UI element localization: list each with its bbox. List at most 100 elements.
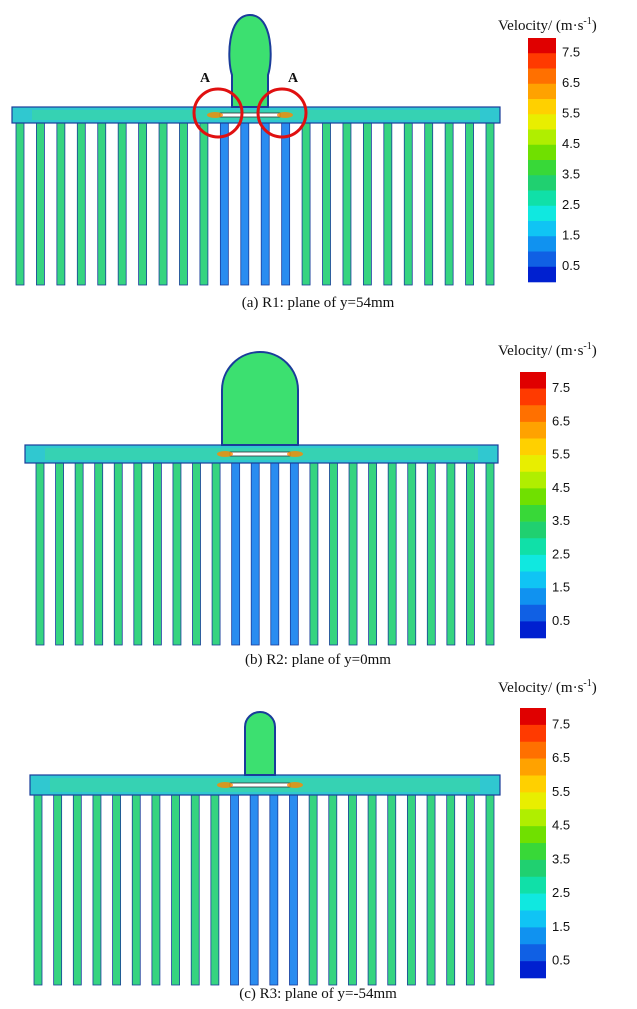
- tube: [98, 123, 106, 285]
- legend-band: [520, 621, 546, 638]
- legend-band: [528, 114, 556, 130]
- tube: [329, 795, 337, 985]
- legend-tick-label: 0.5: [552, 953, 570, 968]
- tube: [486, 123, 494, 285]
- jet-hotspot: [287, 451, 303, 457]
- legend-band: [528, 221, 556, 237]
- jet-plate: [230, 783, 290, 787]
- legend-band: [528, 191, 556, 207]
- tube: [113, 795, 121, 985]
- legend-tick-label: 6.5: [562, 75, 580, 90]
- legend-band: [528, 160, 556, 176]
- legend-band: [520, 472, 546, 489]
- legend-band: [520, 927, 546, 944]
- jet-hotspot: [287, 782, 303, 788]
- tube: [384, 123, 392, 285]
- jet-plate: [220, 113, 280, 117]
- legend-tick-label: 7.5: [562, 45, 580, 60]
- tube: [200, 123, 208, 285]
- legend-band: [520, 725, 546, 742]
- tube: [36, 463, 44, 645]
- legend-band: [520, 860, 546, 877]
- tube: [310, 463, 318, 645]
- legend-title-sup: -1: [583, 16, 591, 27]
- annotation: A: [288, 71, 299, 86]
- tube: [466, 795, 474, 985]
- tube: [466, 123, 474, 285]
- legend-title-text: Velocity/ (m·s: [498, 343, 584, 359]
- legend-band: [520, 961, 546, 978]
- legend-tick-label: 3.5: [552, 851, 570, 866]
- tube: [329, 463, 337, 645]
- legend-tick-label: 3.5: [562, 167, 580, 182]
- tube: [118, 123, 126, 285]
- legend-title-sup: -1: [583, 341, 591, 352]
- tube: [447, 463, 455, 645]
- tube: [36, 123, 44, 285]
- legend-band: [528, 38, 556, 54]
- legend-tick-label: 2.5: [562, 197, 580, 212]
- legend-band: [520, 911, 546, 928]
- legend-tick-label: 1.5: [552, 919, 570, 934]
- tube: [241, 123, 249, 285]
- tube: [323, 123, 331, 285]
- legend-title-text: Velocity/ (m·s: [498, 18, 584, 34]
- legend-band: [528, 69, 556, 85]
- tube: [77, 123, 85, 285]
- caption: (a) R1: plane of y=54mm: [242, 295, 395, 311]
- tube: [447, 795, 455, 985]
- legend-band: [520, 759, 546, 776]
- legend-band: [520, 809, 546, 826]
- jet-hotspot: [217, 782, 233, 788]
- legend-band: [520, 944, 546, 961]
- legend-band: [520, 372, 546, 389]
- tube: [466, 463, 474, 645]
- legend-tick-label: 4.5: [552, 480, 570, 495]
- tube: [232, 463, 240, 645]
- tube: [95, 463, 103, 645]
- legend-tick-label: 4.5: [562, 136, 580, 151]
- legend-tick-label: 6.5: [552, 750, 570, 765]
- legend-band: [520, 588, 546, 605]
- legend-tick-label: 5.5: [562, 106, 580, 121]
- legend-tick-label: 6.5: [552, 413, 570, 428]
- legend-tick-label: 2.5: [552, 885, 570, 900]
- tube: [191, 795, 199, 985]
- legend-band: [520, 538, 546, 555]
- legend-band: [528, 53, 556, 69]
- tube: [231, 795, 239, 985]
- legend-band: [520, 877, 546, 894]
- legend-tick-label: 7.5: [552, 716, 570, 731]
- legend-band: [520, 439, 546, 456]
- tube: [343, 123, 351, 285]
- caption: (c) R3: plane of y=-54mm: [239, 986, 397, 1002]
- tube: [302, 123, 310, 285]
- legend-band: [520, 708, 546, 725]
- legend-band: [520, 792, 546, 809]
- legend-band: [520, 455, 546, 472]
- legend-title: Velocity/ (m·s-1): [498, 678, 597, 696]
- annotation: A: [200, 71, 211, 86]
- tube: [445, 123, 453, 285]
- legend-band: [528, 175, 556, 191]
- tube: [211, 795, 219, 985]
- legend-band: [520, 405, 546, 422]
- inlet-dome: [229, 15, 270, 107]
- tube: [261, 123, 269, 285]
- tube: [172, 795, 180, 985]
- legend-band: [520, 422, 546, 439]
- tube: [368, 795, 376, 985]
- tube: [73, 795, 81, 985]
- tube: [404, 123, 412, 285]
- legend-band: [528, 84, 556, 100]
- tube: [251, 463, 259, 645]
- jet-hotspot: [207, 112, 223, 118]
- tube: [486, 795, 494, 985]
- tube: [173, 463, 181, 645]
- legend-title-end: ): [592, 680, 597, 696]
- legend-band: [520, 742, 546, 759]
- tube: [159, 123, 167, 285]
- tube: [132, 795, 140, 985]
- tube: [56, 463, 64, 645]
- tube: [348, 795, 356, 985]
